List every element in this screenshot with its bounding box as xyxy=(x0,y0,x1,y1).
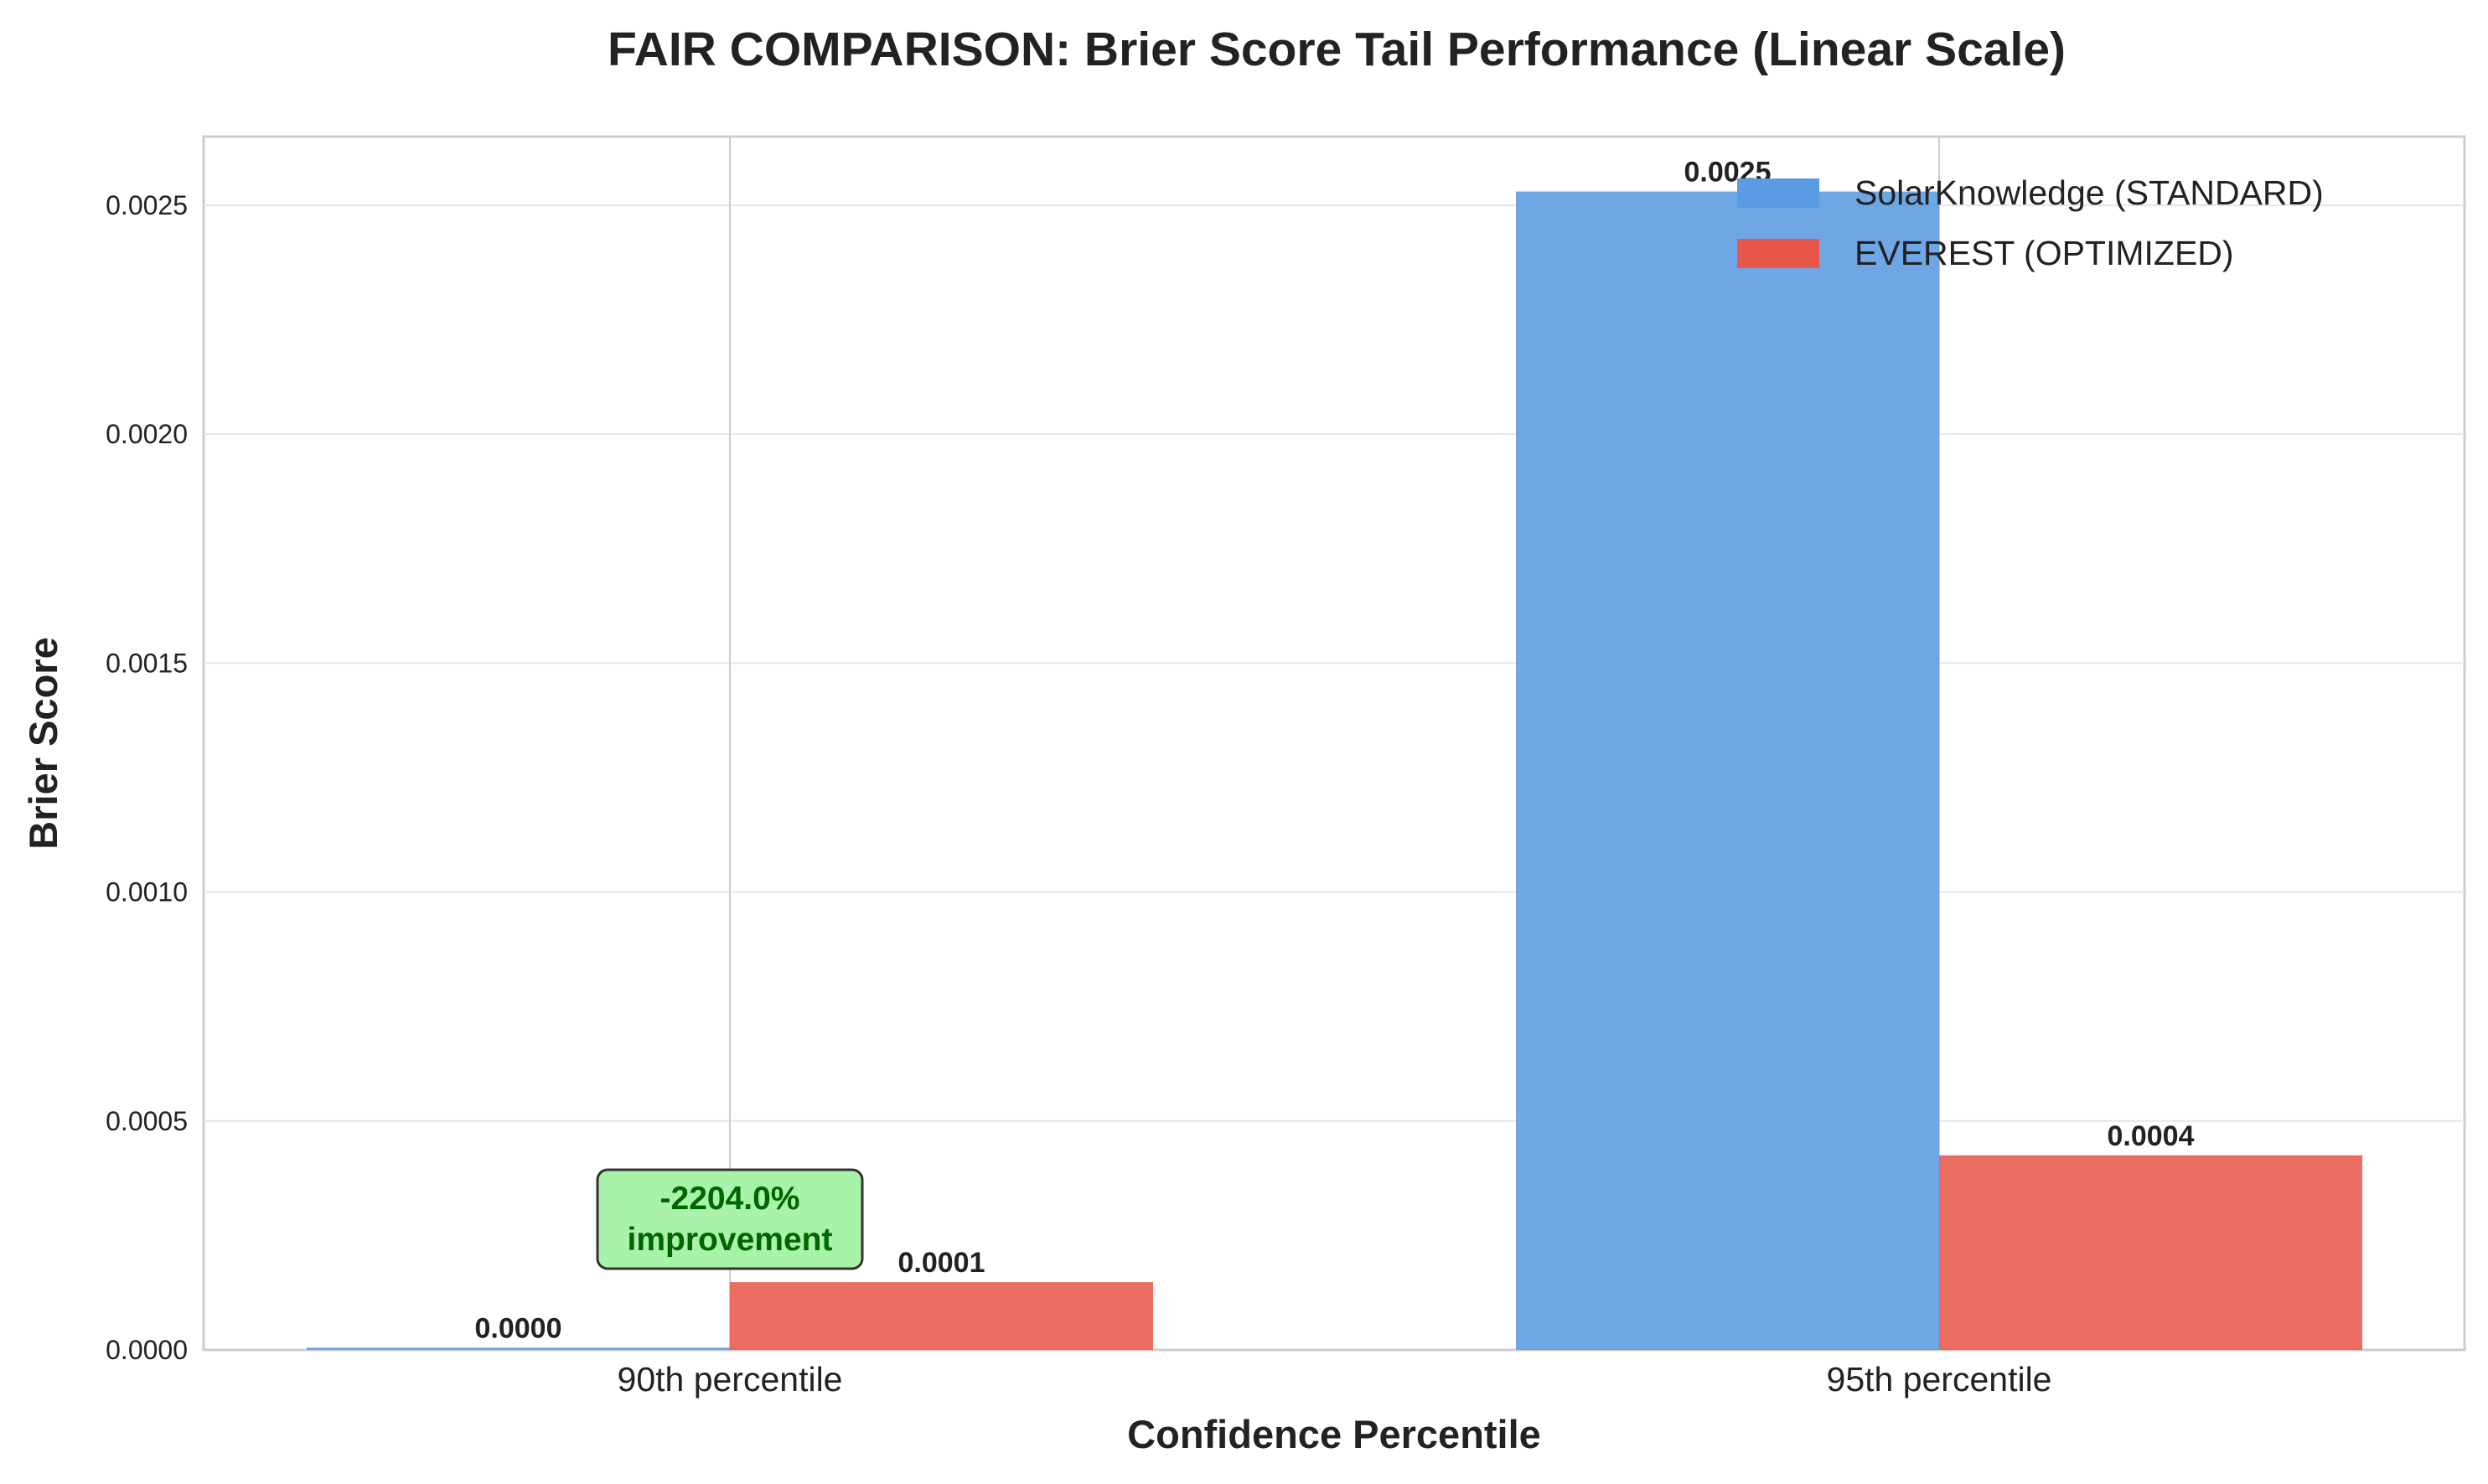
bar-everest-1 xyxy=(1939,1155,2362,1350)
chart-title: FAIR COMPARISON: Brier Score Tail Perfor… xyxy=(608,23,2066,76)
legend-label-everest: EVEREST (OPTIMIZED) xyxy=(1854,234,2234,272)
bars xyxy=(307,191,2362,1350)
y-tick-label: 0.0015 xyxy=(106,648,188,678)
bar-everest-0 xyxy=(730,1282,1153,1350)
x-tick-label: 95th percentile xyxy=(1827,1360,2052,1399)
y-tick-label: 0.0025 xyxy=(106,190,188,220)
bar-solarknowledge-1 xyxy=(1516,191,1939,1350)
annotation-line-2: improvement xyxy=(628,1222,833,1258)
y-tick-label: 0.0020 xyxy=(106,419,188,449)
legend-swatch-solarknowledge xyxy=(1737,178,1819,208)
y-tick-label: 0.0005 xyxy=(106,1106,188,1136)
improvement-annotation: -2204.0% improvement xyxy=(596,1168,864,1270)
data-label: 0.0000 xyxy=(475,1312,562,1344)
annotation-box xyxy=(596,1168,864,1270)
annotation-line-1: -2204.0% xyxy=(660,1181,800,1217)
y-tick-label: 0.0000 xyxy=(106,1335,188,1365)
legend-swatch-everest xyxy=(1737,239,1819,268)
x-ticks: 90th percentile 95th percentile xyxy=(618,1360,2052,1399)
x-tick-label: 90th percentile xyxy=(618,1360,843,1399)
plot-area xyxy=(202,135,2466,1352)
bar-solarknowledge-0 xyxy=(307,1347,730,1350)
legend-label-solarknowledge: SolarKnowledge (STANDARD) xyxy=(1854,173,2324,212)
y-axis-label: Brier Score xyxy=(21,637,65,849)
y-ticks: 0.0000 0.0005 0.0010 0.0015 0.0020 0.0025 xyxy=(106,190,188,1365)
data-label: 0.0004 xyxy=(2108,1120,2195,1152)
data-label: 0.0001 xyxy=(898,1247,985,1279)
legend: SolarKnowledge (STANDARD) EVEREST (OPTIM… xyxy=(1737,173,2324,272)
y-tick-label: 0.0010 xyxy=(106,877,188,907)
x-axis-label: Confidence Percentile xyxy=(1127,1412,1541,1456)
